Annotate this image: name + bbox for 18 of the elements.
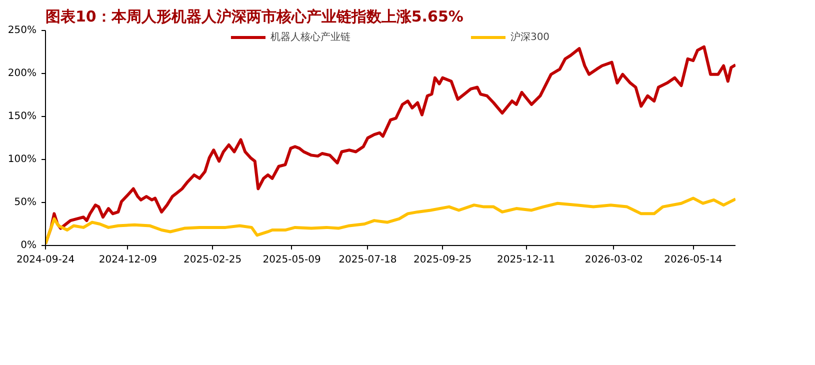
- y-tick-label: 100%: [8, 154, 37, 165]
- legend-label: 沪深300: [510, 30, 550, 44]
- x-tick-label: 2025-12-11: [497, 254, 556, 266]
- y-tick-label: 0%: [20, 240, 37, 251]
- x-tick-label: 2025-05-09: [262, 254, 321, 266]
- y-tick-label: 150%: [8, 111, 37, 122]
- x-tick-label: 2025-02-25: [184, 254, 242, 266]
- y-tick-label: 50%: [14, 197, 37, 208]
- y-tick-label: 200%: [8, 68, 37, 79]
- x-tick-label: 2024-12-09: [98, 254, 158, 266]
- chart-title: 图表10：本周人形机器人沪深两市核心产业链指数上涨5.65%: [46, 8, 464, 26]
- x-tick-label: 2026-05-14: [664, 254, 722, 266]
- x-tick-label: 2024-09-24: [16, 254, 75, 266]
- y-tick-label: 250%: [8, 25, 37, 36]
- x-tick-label: 2025-09-25: [414, 254, 472, 266]
- x-tick-label: 2025-07-18: [338, 254, 397, 266]
- legend-label: 机器人核心产业链: [270, 30, 350, 44]
- x-tick-label: 2026-03-02: [584, 254, 644, 266]
